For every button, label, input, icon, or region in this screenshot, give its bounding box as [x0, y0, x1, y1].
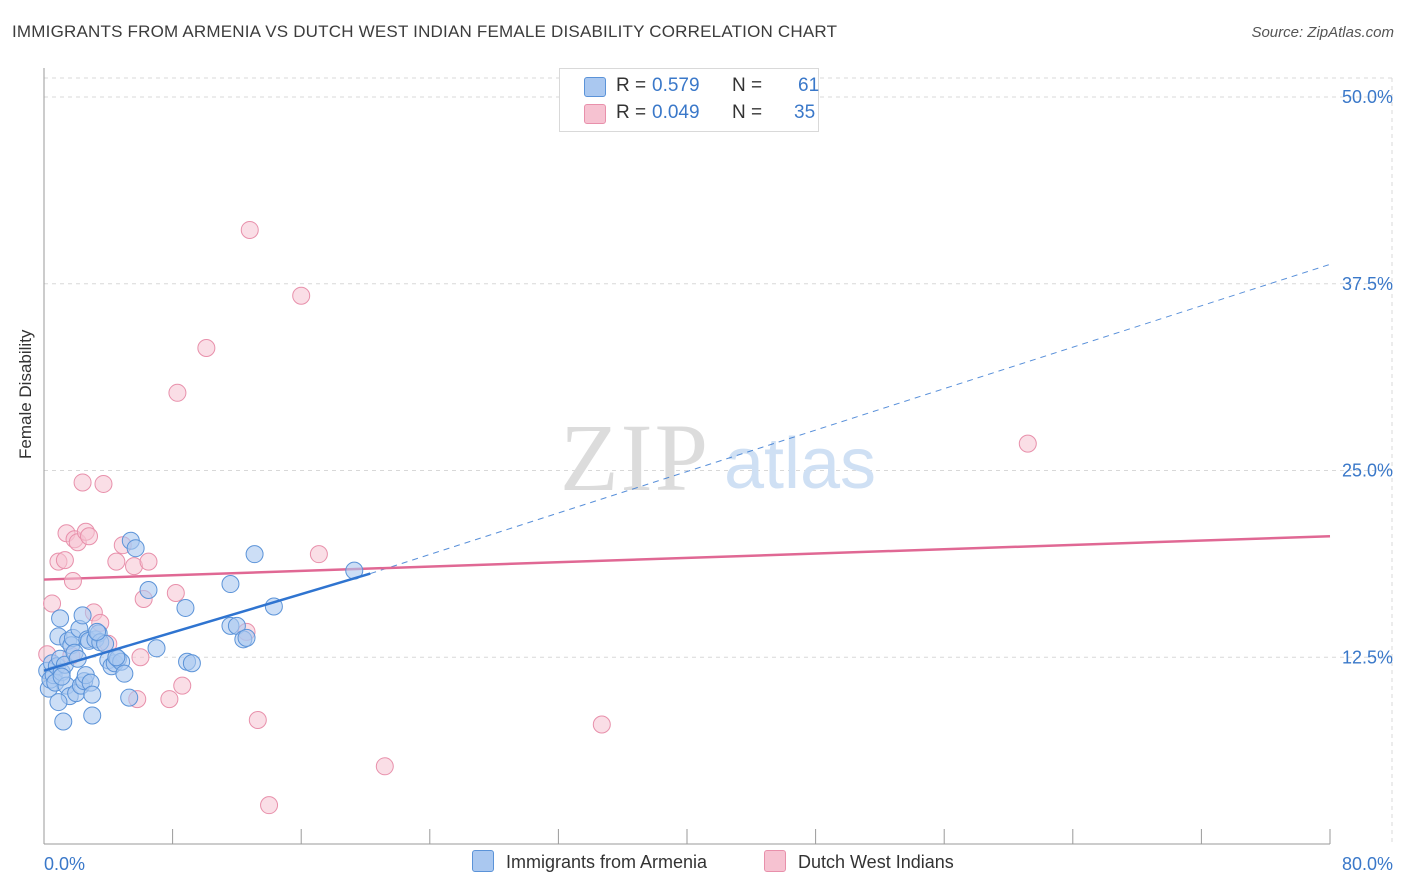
point-immigrants-from-armenia — [83, 685, 102, 704]
series-immigrants-from-armenia — [38, 531, 371, 731]
n-label: N = — [732, 75, 763, 96]
r-label: R = — [616, 75, 647, 96]
point-dutch-west-indians — [248, 710, 267, 729]
point-immigrants-from-armenia — [88, 622, 107, 641]
point-dutch-west-indians — [292, 286, 311, 305]
y-tick-label: 50.0% — [1342, 87, 1393, 107]
y-tick-label: 25.0% — [1342, 461, 1393, 481]
point-dutch-west-indians — [55, 551, 74, 570]
r-value: 0.579 — [652, 75, 700, 96]
legend-swatch-pink — [764, 850, 786, 872]
x-tick-label: 80.0% — [1342, 854, 1393, 874]
trend-line-armenia-dashed — [370, 263, 1331, 575]
legend-swatch-blue — [584, 77, 606, 97]
legend-swatch-blue — [472, 850, 494, 872]
n-value: 35 — [794, 102, 816, 123]
y-axis-title: Female Disability — [16, 329, 35, 459]
point-dutch-west-indians — [94, 474, 113, 493]
point-dutch-west-indians — [309, 545, 328, 564]
point-immigrants-from-armenia — [120, 688, 139, 707]
correlation-legend: R = 0.579 N = 61 R = 0.049 N = 35 — [559, 68, 819, 132]
point-dutch-west-indians — [166, 584, 185, 603]
y-tick-label: 12.5% — [1342, 647, 1393, 667]
point-dutch-west-indians — [73, 473, 92, 492]
legend-label: Dutch West Indians — [798, 852, 954, 872]
source-credit: Source: ZipAtlas.com — [1251, 24, 1394, 41]
point-immigrants-from-armenia — [147, 639, 166, 658]
x-tick-labels: 0.0% 80.0% — [44, 854, 1393, 874]
point-dutch-west-indians — [63, 572, 82, 591]
y-tick-label: 37.5% — [1342, 274, 1393, 294]
trend-line-armenia — [43, 572, 371, 672]
point-dutch-west-indians — [139, 552, 158, 571]
chart-title: IMMIGRANTS FROM ARMENIA VS DUTCH WEST IN… — [12, 22, 838, 41]
point-dutch-west-indians — [592, 715, 611, 734]
point-dutch-west-indians — [43, 594, 62, 613]
trend-lines — [43, 263, 1331, 581]
point-dutch-west-indians — [375, 757, 394, 776]
n-value: 61 — [798, 75, 820, 96]
point-immigrants-from-armenia — [115, 664, 134, 683]
legend-item-dutch: Dutch West Indians — [764, 850, 954, 873]
point-dutch-west-indians — [131, 648, 150, 667]
watermark-zip: ZIP — [560, 404, 710, 511]
axes — [43, 68, 1331, 845]
legend-swatch-pink — [584, 104, 606, 124]
n-label: N = — [732, 102, 763, 123]
point-immigrants-from-armenia — [182, 654, 201, 673]
point-dutch-west-indians — [260, 796, 279, 815]
point-dutch-west-indians — [80, 527, 99, 546]
watermark: ZIP atlas — [560, 404, 876, 511]
point-dutch-west-indians — [160, 690, 179, 709]
r-label: R = — [616, 102, 647, 123]
point-immigrants-from-armenia — [237, 628, 256, 647]
point-immigrants-from-armenia — [73, 606, 92, 625]
point-immigrants-from-armenia — [245, 545, 264, 564]
point-dutch-west-indians — [1018, 434, 1037, 453]
point-immigrants-from-armenia — [54, 712, 73, 731]
point-immigrants-from-armenia — [139, 581, 158, 600]
y-tick-labels: 12.5% 25.0% 37.5% 50.0% — [1342, 87, 1393, 667]
point-immigrants-from-armenia — [176, 598, 195, 617]
point-immigrants-from-armenia — [126, 539, 145, 558]
r-value: 0.049 — [652, 102, 700, 123]
legend-item-armenia: Immigrants from Armenia — [472, 850, 707, 873]
point-dutch-west-indians — [240, 220, 259, 239]
point-immigrants-from-armenia — [83, 706, 102, 725]
point-dutch-west-indians — [168, 383, 187, 402]
gridlines — [44, 77, 1393, 844]
point-immigrants-from-armenia — [51, 609, 70, 628]
legend-label: Immigrants from Armenia — [506, 852, 708, 872]
point-immigrants-from-armenia — [52, 667, 71, 686]
x-tick-label: 0.0% — [44, 854, 85, 874]
watermark-atlas: atlas — [724, 424, 876, 504]
point-dutch-west-indians — [107, 552, 126, 571]
point-dutch-west-indians — [173, 676, 192, 695]
point-immigrants-from-armenia — [49, 693, 68, 712]
point-dutch-west-indians — [197, 338, 216, 357]
series-dutch-west-indians — [38, 220, 1037, 815]
point-immigrants-from-armenia — [221, 575, 240, 594]
trend-line-dutch — [43, 534, 1331, 581]
